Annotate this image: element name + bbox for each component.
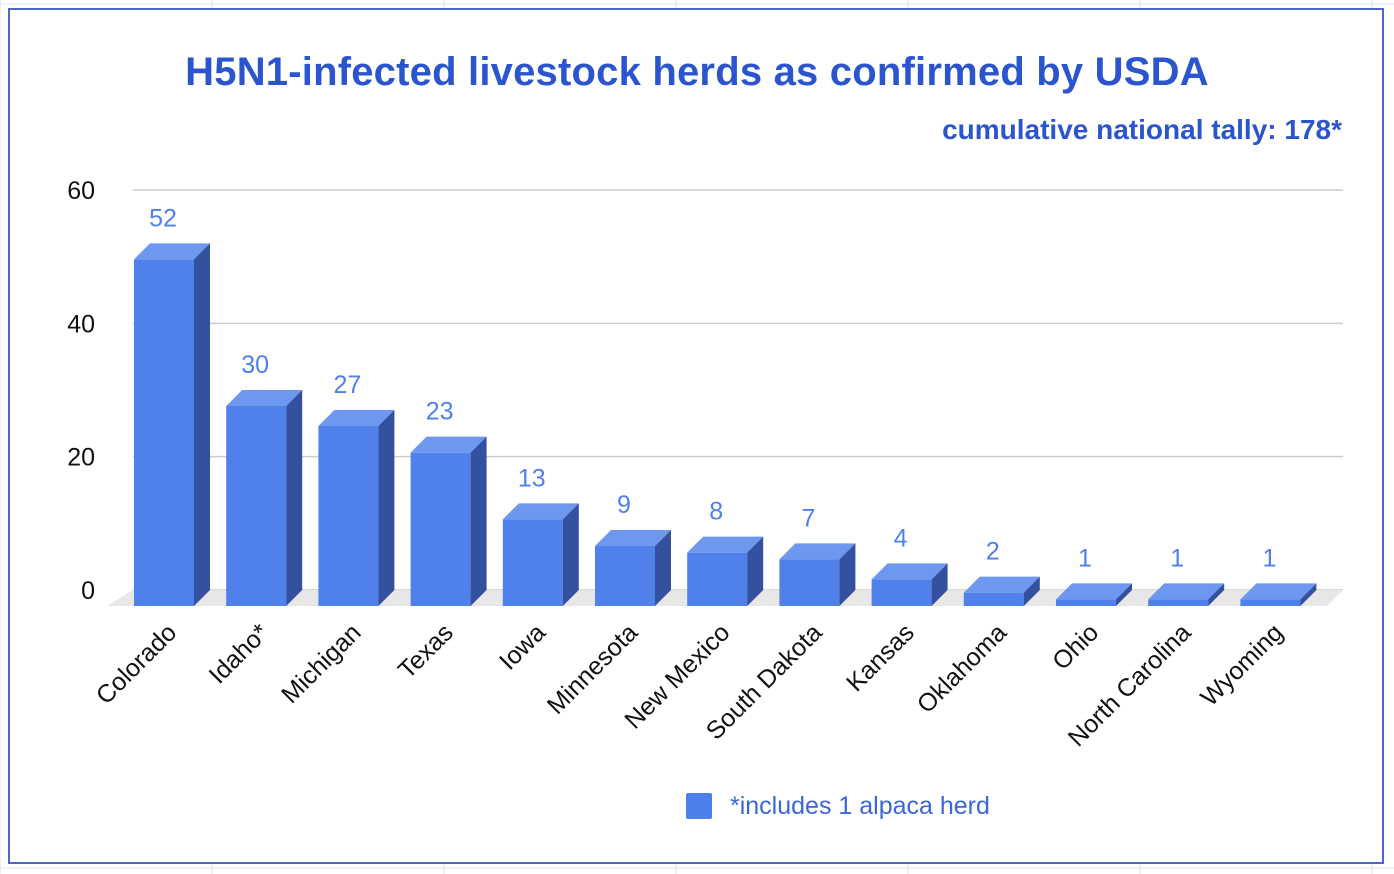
bar-front: [963, 592, 1024, 606]
bar-top: [318, 410, 395, 426]
data-label: 23: [426, 398, 454, 426]
data-label: 1: [1262, 544, 1276, 572]
bar-front: [134, 259, 194, 606]
data-label: 8: [709, 498, 723, 526]
bar-michigan: [318, 410, 395, 606]
bar-front: [226, 406, 287, 606]
bar-side: [1023, 576, 1040, 606]
bar-top: [871, 563, 948, 580]
bar-side: [1208, 583, 1225, 606]
data-label: 9: [617, 491, 631, 519]
bar-front: [687, 552, 748, 606]
bar-side: [931, 563, 948, 606]
bar-side: [747, 536, 764, 606]
y-tick-label-40: 40: [67, 310, 95, 338]
bar-idaho-: [226, 390, 303, 606]
x-tick-label: Colorado: [91, 618, 183, 710]
data-label: 52: [149, 204, 177, 232]
bar-colorado: [134, 243, 210, 607]
data-label: 7: [801, 504, 815, 532]
bar-minnesota: [595, 530, 671, 606]
x-tick-label: Texas: [393, 618, 459, 684]
bar-south-dakota: [779, 543, 856, 606]
bar-iowa: [502, 503, 579, 606]
bar-oklahoma: [963, 576, 1040, 606]
x-tick-label: Oklahoma: [912, 618, 1012, 718]
bar-new-mexico: [687, 536, 764, 606]
data-label: 13: [518, 464, 546, 492]
bar-top: [1056, 583, 1132, 600]
bar-top: [687, 536, 764, 553]
bar-front: [1240, 599, 1301, 606]
bar-top: [963, 576, 1040, 593]
x-tick-label: Ohio: [1047, 618, 1104, 675]
x-tick-label: Wyoming: [1195, 618, 1288, 711]
x-tick-label: Iowa: [494, 618, 551, 675]
chart-legend: *includes 1 alpaca herd: [686, 790, 990, 822]
bar-side: [655, 530, 671, 606]
y-tick-label-20: 20: [67, 444, 95, 472]
bar-side: [378, 410, 395, 606]
bar-front: [779, 559, 840, 606]
bar-side: [194, 243, 210, 607]
bar-top: [779, 543, 856, 560]
bar-front: [502, 519, 563, 606]
bar-top: [134, 243, 210, 260]
bar-top: [595, 530, 671, 546]
data-label: 1: [1078, 544, 1092, 572]
bar-front: [871, 579, 932, 606]
bar-top: [226, 390, 303, 406]
bar-top: [502, 503, 579, 520]
bar-top: [1240, 583, 1317, 600]
bar-front: [1148, 599, 1209, 606]
bar-top: [1148, 583, 1225, 600]
bar-kansas: [871, 563, 948, 606]
bar-front: [318, 426, 379, 606]
bar-front: [595, 546, 655, 606]
data-label: 30: [241, 351, 269, 379]
bar-side: [286, 390, 303, 606]
bar-front: [1056, 599, 1116, 606]
bar-side: [839, 543, 856, 606]
legend-label: *includes 1 alpaca herd: [730, 791, 990, 820]
bar-side: [1300, 583, 1317, 606]
bar-front: [410, 452, 471, 606]
bar-side: [1116, 583, 1132, 606]
chart-subtitle: cumulative national tally: 178*: [942, 114, 1342, 145]
x-tick-label: Michigan: [276, 618, 367, 709]
x-tick-label: Idaho*: [204, 618, 275, 689]
bar-wyoming: [1240, 583, 1317, 606]
data-label: 2: [986, 538, 1000, 566]
bar-top: [410, 436, 487, 453]
legend-swatch: [686, 793, 712, 819]
x-tick-label: Kansas: [841, 618, 920, 697]
bar-side: [470, 436, 487, 606]
data-label: 27: [333, 371, 361, 399]
chart-title: H5N1-infected livestock herds as confirm…: [185, 50, 1209, 94]
bar-ohio: [1056, 583, 1132, 606]
bar-texas: [410, 436, 487, 606]
x-tick-label: Minnesota: [542, 618, 643, 719]
bar-side: [562, 503, 579, 606]
y-tick-label-0: 0: [81, 577, 95, 605]
data-label: 4: [894, 524, 908, 552]
data-label: 1: [1170, 544, 1184, 572]
y-tick-label-60: 60: [67, 177, 95, 205]
bar-north-carolina: [1148, 583, 1225, 606]
